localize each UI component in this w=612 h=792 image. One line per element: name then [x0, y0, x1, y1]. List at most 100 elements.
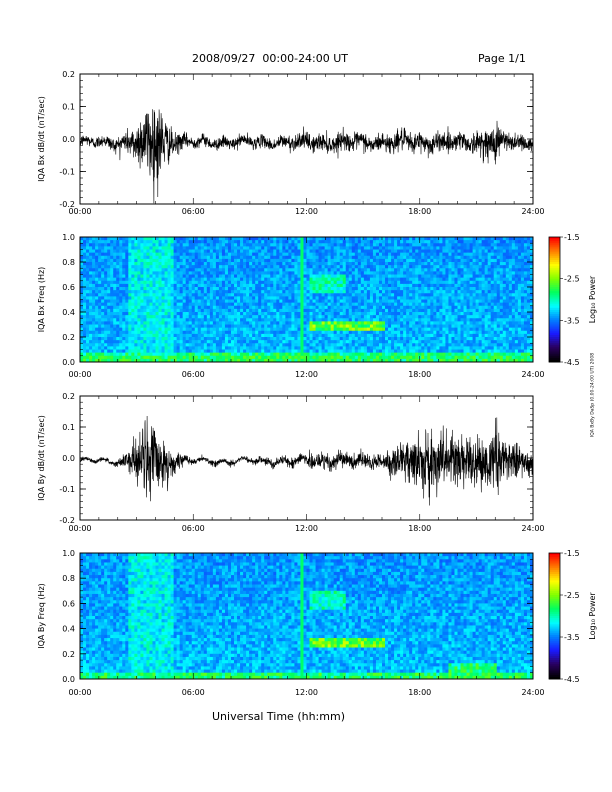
heatmap-cell — [131, 240, 135, 244]
heatmap-cell — [149, 330, 153, 335]
heatmap-cell — [375, 340, 380, 344]
heatmap-cell — [372, 296, 377, 300]
heatmap-cell — [258, 358, 262, 363]
heatmap-cell — [427, 327, 431, 332]
heatmap-cell — [327, 346, 332, 350]
heatmap-cell — [86, 237, 90, 241]
heatmap-cell — [143, 240, 147, 244]
heatmap-cell — [131, 246, 135, 250]
heatmap-cell — [445, 349, 449, 354]
heatmap-cell — [327, 258, 332, 263]
heatmap-cell — [351, 237, 356, 241]
heatmap-cell — [167, 262, 171, 266]
heatmap-cell — [125, 287, 129, 291]
heatmap-cell — [116, 299, 120, 304]
heatmap-cell — [224, 349, 229, 354]
heatmap-cell — [200, 346, 205, 350]
heatmap-cell — [285, 277, 289, 282]
heatmap-cell — [146, 337, 150, 341]
heatmap-cell — [179, 255, 184, 260]
heatmap-cell — [288, 258, 292, 263]
heatmap-cell — [360, 280, 365, 285]
heatmap-cell — [351, 252, 356, 257]
heatmap-cell — [158, 355, 162, 360]
heatmap-cell — [252, 293, 256, 297]
heatmap-cell — [285, 280, 289, 285]
heatmap-cell — [391, 246, 395, 250]
heatmap-cell — [206, 249, 211, 254]
heatmap-cell — [95, 330, 99, 335]
heatmap-cell — [101, 280, 105, 285]
heatmap-cell — [400, 252, 404, 257]
heatmap-cell — [300, 318, 304, 322]
heatmap-cell — [92, 296, 96, 300]
heatmap-cell — [158, 315, 162, 319]
heatmap-cell — [231, 240, 235, 244]
heatmap-cell — [101, 252, 105, 257]
heatmap-cell — [92, 265, 96, 269]
heatmap-cell — [391, 340, 395, 344]
heatmap-cell — [291, 315, 295, 319]
heatmap-cell — [267, 324, 271, 329]
heatmap-cell — [164, 255, 168, 260]
heatmap-cell — [146, 246, 150, 250]
heatmap-cell — [354, 333, 359, 338]
heatmap-cell — [369, 355, 374, 360]
heatmap-cell — [188, 252, 193, 257]
heatmap-cell — [140, 315, 144, 319]
heatmap-cell — [264, 240, 268, 244]
heatmap-cell — [382, 293, 386, 297]
heatmap-cell — [276, 333, 280, 338]
heatmap-cell — [288, 243, 292, 247]
heatmap-cell — [424, 255, 428, 260]
heatmap-cell — [363, 249, 368, 254]
heatmap-cell — [382, 240, 386, 244]
heatmap-cell — [155, 299, 159, 304]
heatmap-cell — [86, 296, 90, 300]
heatmap-cell — [197, 321, 202, 325]
heatmap-cell — [427, 321, 431, 325]
heatmap-cell — [333, 252, 338, 257]
heatmap-cell — [80, 255, 84, 260]
heatmap-cell — [388, 358, 392, 363]
heatmap-cell — [430, 283, 434, 288]
heatmap-cell — [107, 274, 111, 279]
heatmap-cell — [312, 246, 316, 250]
heatmap-cell — [128, 274, 132, 279]
heatmap-cell — [146, 352, 150, 357]
heatmap-cell — [143, 268, 147, 272]
heatmap-cell — [179, 283, 184, 288]
heatmap-cell — [394, 246, 398, 250]
heatmap-cell — [194, 337, 199, 341]
heatmap-cell — [324, 346, 329, 350]
heatmap-cell — [86, 321, 90, 325]
heatmap-cell — [209, 287, 214, 291]
heatmap-cell — [249, 355, 253, 360]
heatmap-cell — [412, 308, 416, 313]
heatmap-cell — [185, 299, 190, 304]
heatmap-cell — [360, 293, 365, 297]
heatmap-cell — [89, 327, 93, 332]
heatmap-cell — [104, 287, 108, 291]
heatmap-cell — [137, 255, 141, 260]
heatmap-cell — [430, 346, 434, 350]
heatmap-cell — [312, 346, 316, 350]
heatmap-cell — [197, 287, 202, 291]
heatmap-cell — [240, 346, 244, 350]
heatmap-cell — [436, 352, 440, 357]
heatmap-cell — [403, 246, 407, 250]
heatmap-cell — [282, 340, 286, 344]
heatmap-cell — [149, 240, 153, 244]
heatmap-cell — [288, 277, 292, 282]
heatmap-cell — [92, 274, 96, 279]
heatmap-cell — [357, 243, 362, 247]
heatmap-cell — [212, 312, 217, 316]
heatmap-cell — [418, 349, 422, 354]
heatmap-cell — [336, 343, 341, 347]
heatmap-cell — [128, 312, 132, 316]
heatmap-cell — [333, 337, 338, 341]
heatmap-cell — [378, 333, 383, 338]
heatmap-cell — [170, 249, 175, 254]
heatmap-cell — [330, 237, 335, 241]
heatmap-cell — [342, 343, 347, 347]
